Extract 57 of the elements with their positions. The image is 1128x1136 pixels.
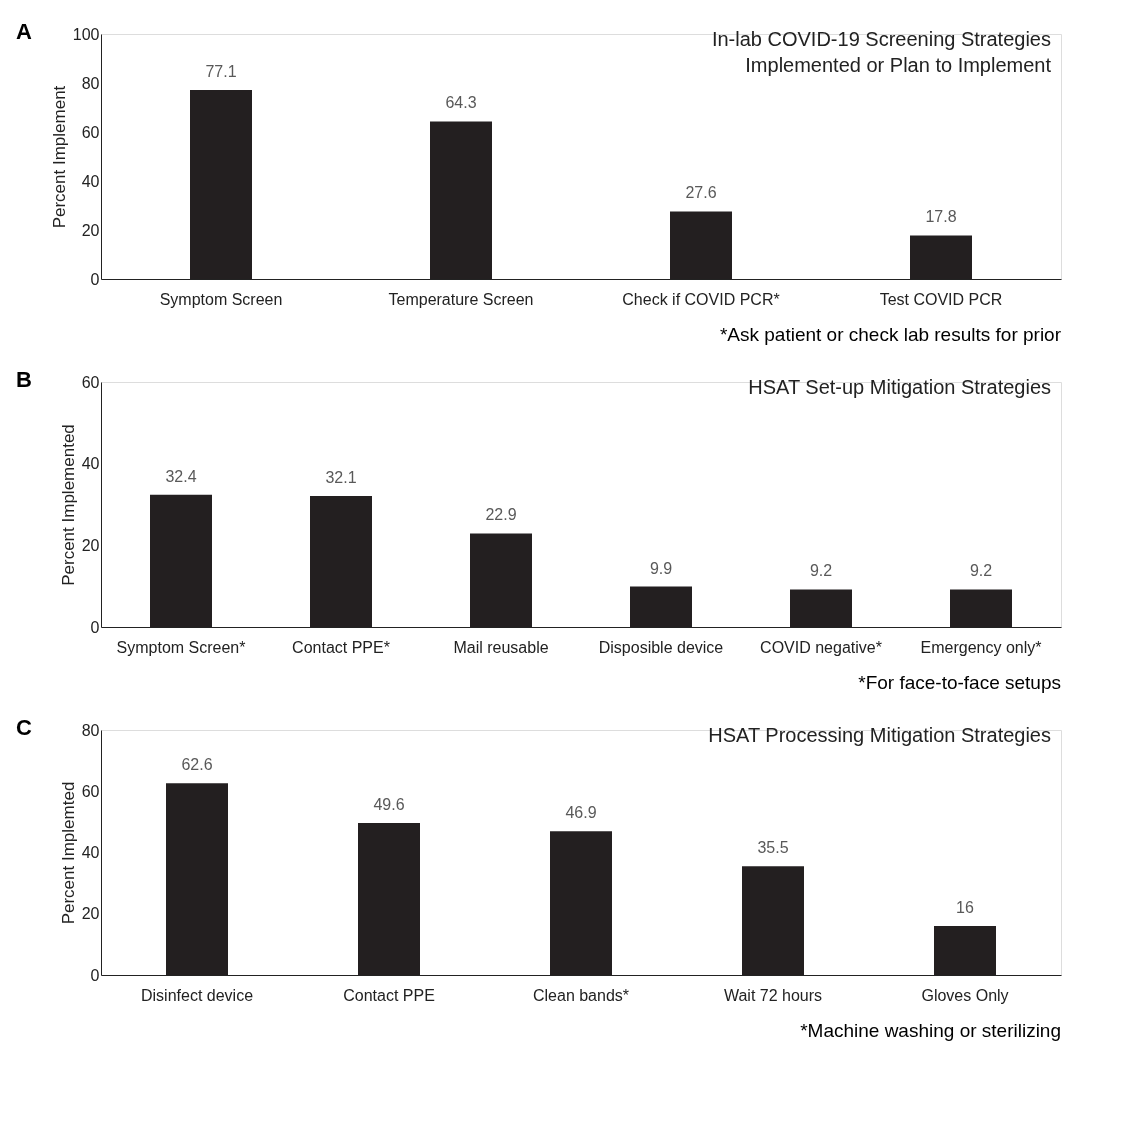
x-tick-label: Contact PPE* bbox=[292, 638, 390, 656]
x-tick-label: Gloves Only bbox=[921, 986, 1009, 1004]
y-tick-label: 0 bbox=[90, 270, 100, 288]
y-tick-label: 20 bbox=[81, 536, 100, 554]
text: B bbox=[16, 367, 32, 392]
x-tick-label: Disinfect device bbox=[140, 986, 254, 1004]
y-tick-label: 40 bbox=[81, 455, 100, 473]
x-tick-label: COVID negative* bbox=[760, 638, 882, 656]
x-tick-label: Contact PPE bbox=[343, 986, 435, 1004]
y-tick-label: 80 bbox=[81, 74, 100, 92]
text: *Ask patient or check lab results for prior bbox=[719, 324, 1062, 345]
data-label: 77.1 bbox=[205, 63, 237, 81]
data-label: 46.9 bbox=[565, 804, 597, 822]
y-tick-label: 20 bbox=[81, 905, 100, 923]
y-tick-label: 60 bbox=[81, 123, 100, 141]
x-tick-label: Symptom Screen bbox=[159, 290, 283, 308]
y-tick-label: 40 bbox=[81, 172, 100, 190]
y-axis-title: Percent Implemented bbox=[58, 424, 78, 586]
y-tick-label: 60 bbox=[81, 782, 100, 800]
y-tick-label: 0 bbox=[90, 618, 100, 636]
y-tick-label: 100 bbox=[72, 25, 100, 43]
data-label: 17.8 bbox=[925, 208, 957, 226]
x-tick-label: Emergency only* bbox=[920, 638, 1042, 656]
data-label: 9.9 bbox=[649, 559, 673, 577]
chart-title: HSAT Processing Mitigation Strategies bbox=[708, 724, 1051, 746]
chart-title: In-lab COVID-19 Screening Strategies Implemented or Plan to Implement bbox=[711, 28, 1052, 76]
y-axis-title: Percent Implement bbox=[49, 85, 69, 229]
x-tick-label: Temperature Screen bbox=[388, 290, 534, 308]
y-tick-label: 20 bbox=[81, 221, 100, 239]
data-label: 22.9 bbox=[485, 506, 517, 524]
data-label: 62.6 bbox=[181, 756, 213, 774]
data-label: 49.6 bbox=[373, 796, 405, 814]
x-tick-label: Mail reusable bbox=[453, 638, 549, 656]
text: A bbox=[16, 19, 32, 44]
y-tick-label: 60 bbox=[81, 373, 100, 391]
y-tick-label: 80 bbox=[81, 721, 100, 739]
y-axis-title: Percent Implemted bbox=[58, 781, 78, 925]
data-label: 32.4 bbox=[165, 467, 197, 485]
x-tick-label: Check if COVID PCR* bbox=[622, 290, 780, 308]
x-tick-label: Symptom Screen* bbox=[116, 638, 246, 656]
x-tick-label: Clean bands* bbox=[532, 986, 630, 1004]
text: C bbox=[16, 715, 32, 740]
x-tick-label: Disposible device bbox=[598, 638, 724, 656]
x-tick-label: Test COVID PCR bbox=[879, 290, 1003, 308]
data-label: 35.5 bbox=[757, 839, 789, 857]
data-label: 16 bbox=[956, 899, 974, 916]
data-label: 9.2 bbox=[969, 562, 993, 580]
y-tick-label: 40 bbox=[81, 844, 100, 861]
chart-title: HSAT Set-up Mitigation Strategies bbox=[748, 376, 1051, 398]
y-tick-label: 0 bbox=[90, 966, 100, 984]
x-tick-label: Wait 72 hours bbox=[723, 986, 823, 1004]
text: *For face-to-face setups bbox=[858, 672, 1061, 693]
data-label: 64.3 bbox=[445, 94, 477, 112]
data-label: 27.6 bbox=[685, 184, 717, 202]
text: *Machine washing or sterilizing bbox=[800, 1020, 1061, 1041]
data-label: 9.2 bbox=[809, 562, 833, 580]
data-label: 32.1 bbox=[325, 468, 357, 486]
